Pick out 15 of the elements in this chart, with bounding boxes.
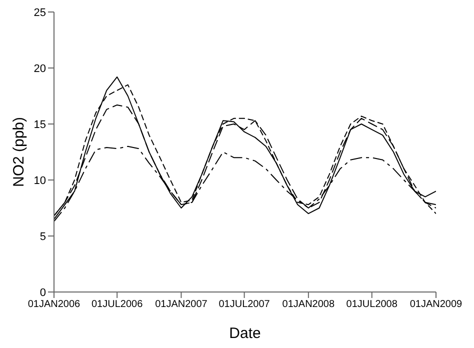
y-tick-label: 20 (34, 62, 46, 75)
x-tick-label: 01JAN2008 (282, 299, 335, 310)
y-tick-label: 5 (40, 230, 46, 243)
x-tick-label: 01JUL2007 (218, 299, 270, 310)
y-tick-label: 25 (34, 6, 46, 19)
x-tick-label: 01JUL2006 (92, 299, 144, 310)
x-tick-label: 01JAN2006 (28, 299, 81, 310)
y-tick-label: 0 (40, 286, 46, 299)
x-tick-label: 01JAN2009 (410, 299, 463, 310)
y-axis-title: NO2 (ppb) (10, 116, 28, 188)
x-tick-label: 01JUL2008 (346, 299, 398, 310)
y-tick-label: 10 (34, 174, 46, 187)
x-tick-label: 01JAN2007 (155, 299, 208, 310)
y-tick-label: 15 (34, 118, 46, 131)
x-axis-title: Date (229, 325, 261, 342)
